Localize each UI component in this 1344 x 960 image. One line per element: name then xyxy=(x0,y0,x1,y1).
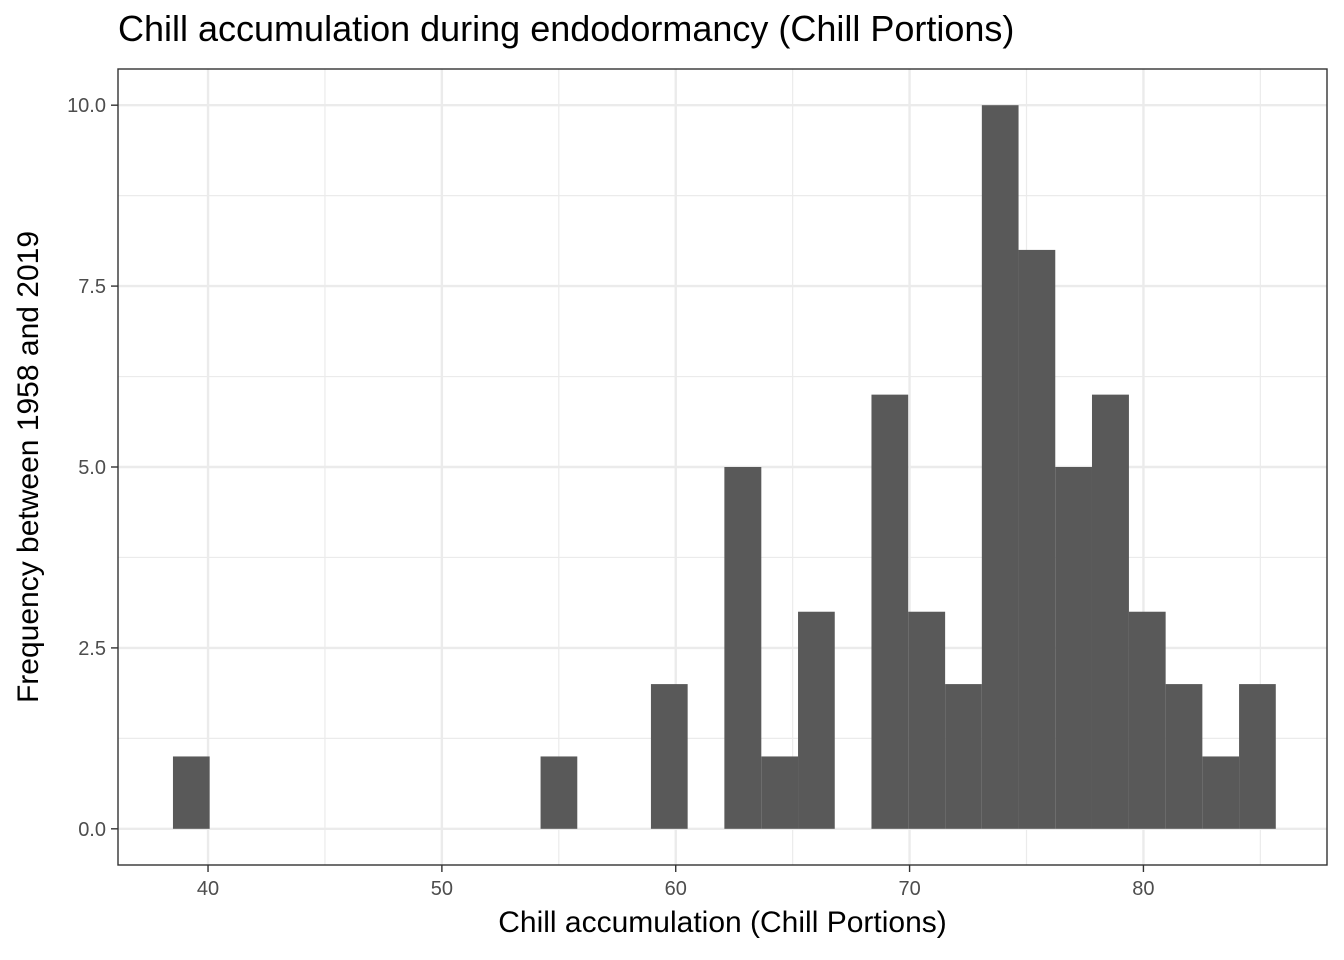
histogram-bar xyxy=(172,756,210,829)
histogram-bar xyxy=(945,684,982,829)
histogram-bar xyxy=(798,611,835,829)
x-axis-label: Chill accumulation (Chill Portions) xyxy=(498,906,947,939)
histogram-bar xyxy=(650,684,688,829)
histogram-bar xyxy=(1128,611,1166,829)
x-tick-label: 40 xyxy=(197,878,219,900)
y-tick-label: 10.0 xyxy=(67,95,106,117)
x-tick-label: 70 xyxy=(898,878,920,900)
y-axis-ticks: 0.0 2.5 5.0 7.5 10.0 xyxy=(67,95,118,841)
histogram-bar xyxy=(1202,756,1240,829)
histogram-bar xyxy=(724,467,762,829)
histogram-bar xyxy=(981,105,1019,829)
histogram-bar xyxy=(1018,249,1056,829)
histogram-bar xyxy=(908,611,946,829)
y-tick-label: 5.0 xyxy=(78,457,106,479)
x-tick-label: 50 xyxy=(431,878,453,900)
y-tick-label: 0.0 xyxy=(78,819,106,841)
y-tick-label: 2.5 xyxy=(78,638,106,660)
histogram-bar xyxy=(1165,684,1203,829)
histogram-bar xyxy=(1091,394,1129,829)
histogram-bars xyxy=(172,105,1276,829)
histogram-bar xyxy=(1239,684,1276,829)
x-tick-label: 80 xyxy=(1132,878,1154,900)
histogram-bar xyxy=(540,756,578,829)
y-tick-label: 7.5 xyxy=(78,276,106,298)
chart-title: Chill accumulation during endodormancy (… xyxy=(118,8,1015,49)
x-axis-ticks: 40 50 60 70 80 xyxy=(197,865,1155,900)
histogram-bar xyxy=(761,756,799,829)
histogram-bar xyxy=(1055,467,1092,829)
x-tick-label: 60 xyxy=(665,878,687,900)
histogram-bar xyxy=(871,394,909,829)
